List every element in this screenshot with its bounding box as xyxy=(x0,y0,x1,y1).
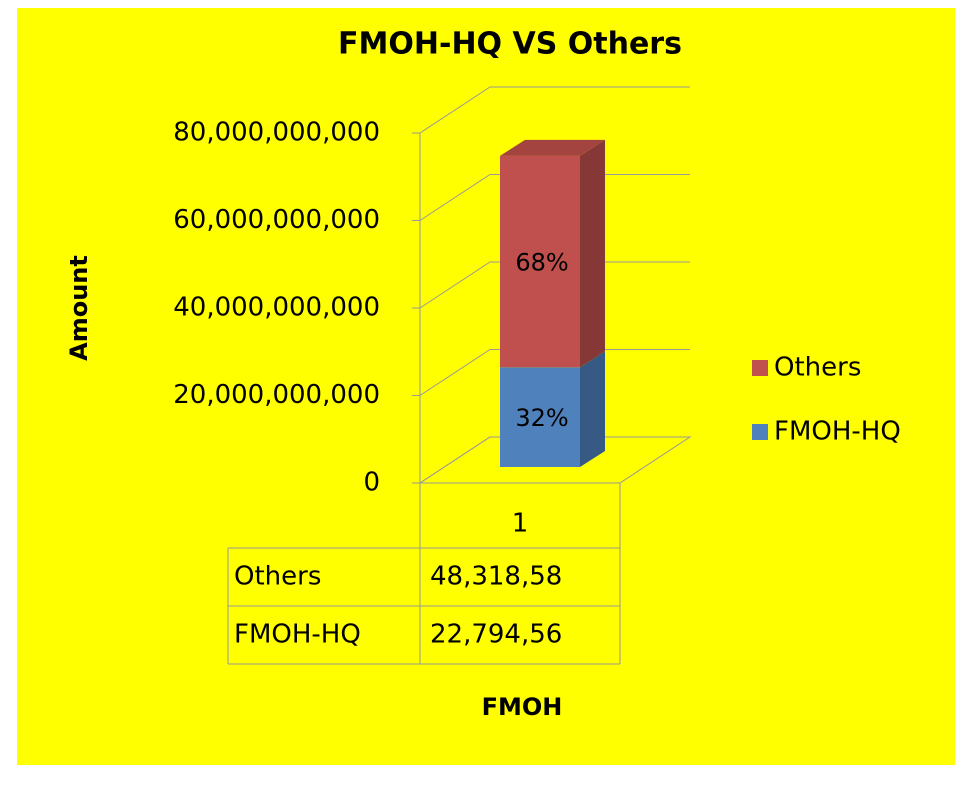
x-tick-label: 1 xyxy=(512,509,529,539)
percent-label: 68% xyxy=(515,249,568,277)
table-value: 22,794,56 xyxy=(430,620,562,650)
x-axis-label: FMOH xyxy=(482,693,563,721)
grid-line xyxy=(419,436,690,484)
y-axis-label: Amount xyxy=(65,255,93,361)
y-tick-label: 0 xyxy=(363,468,380,498)
legend-label: FMOH-HQ xyxy=(774,417,901,447)
table-row-label: FMOH-HQ xyxy=(234,620,361,650)
bar xyxy=(500,367,580,467)
bar-side xyxy=(580,351,605,467)
chart-background xyxy=(17,8,955,765)
y-tick-label: 80,000,000,000 xyxy=(173,118,380,148)
legend-swatch xyxy=(752,360,768,376)
legend-swatch xyxy=(752,424,768,440)
bar-top xyxy=(500,139,605,156)
table-row-label: Others xyxy=(234,562,321,592)
bar xyxy=(500,155,580,368)
chart-title: FMOH-HQ VS Others xyxy=(338,27,682,62)
y-tick-label: 60,000,000,000 xyxy=(173,205,380,235)
grid-line xyxy=(419,261,690,309)
bar-side xyxy=(580,139,605,368)
percent-label: 32% xyxy=(515,404,568,432)
table-value: 48,318,58 xyxy=(430,562,562,592)
grid-line xyxy=(419,174,690,221)
grid-line xyxy=(419,349,690,396)
y-tick-label: 40,000,000,000 xyxy=(173,293,380,323)
y-tick-label: 20,000,000,000 xyxy=(173,380,380,410)
grid-line xyxy=(419,86,690,134)
legend-label: Others xyxy=(774,353,861,383)
